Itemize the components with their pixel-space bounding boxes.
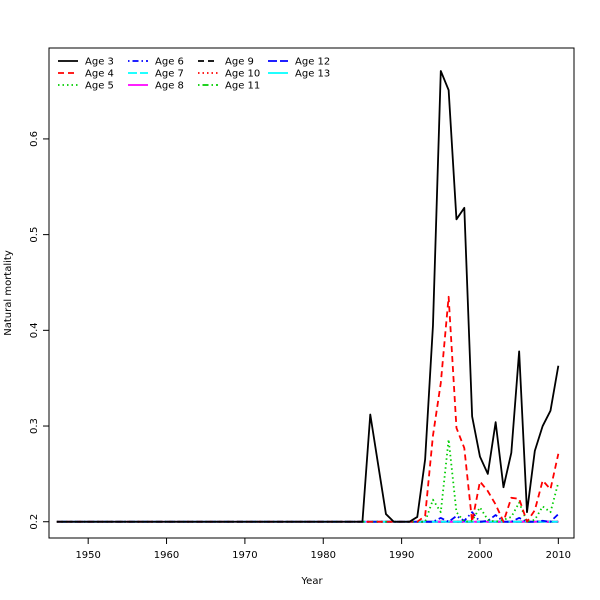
y-axis: 0.2 0.3 0.4 0.5 0.6 xyxy=(29,131,49,530)
legend-item-age-3: Age 3 xyxy=(58,57,114,68)
series-line-age-4 xyxy=(56,295,560,523)
legend-item-age-9: Age 9 xyxy=(198,57,254,68)
x-axis-title: Year xyxy=(300,576,323,587)
legend-item-age-7: Age 7 xyxy=(128,69,184,80)
plot-frame xyxy=(48,47,575,539)
series-line-age-6 xyxy=(56,511,559,523)
legend-item-age-6: Age 6 xyxy=(128,57,184,68)
legend-label: Age 13 xyxy=(295,69,330,80)
legend-item-age-13: Age 13 xyxy=(268,69,330,80)
y-tick-label: 0.4 xyxy=(29,322,40,338)
x-tick-label: 1990 xyxy=(389,550,414,561)
x-tick-label: 2010 xyxy=(546,550,571,561)
x-axis: 1950 1960 1970 1980 1990 2000 2010 xyxy=(75,538,571,561)
legend-label: Age 6 xyxy=(155,57,184,68)
legend-label: Age 4 xyxy=(85,69,114,80)
legend-label: Age 9 xyxy=(225,57,254,68)
y-axis-title: Natural mortality xyxy=(3,250,14,336)
legend-label: Age 10 xyxy=(225,69,260,80)
legend-item-age-11: Age 11 xyxy=(198,81,260,92)
y-tick-label: 0.2 xyxy=(29,514,40,530)
y-tick-label: 0.3 xyxy=(29,418,40,434)
x-tick-label: 1960 xyxy=(154,550,179,561)
legend-item-age-8: Age 8 xyxy=(128,81,184,92)
x-tick-label: 1970 xyxy=(232,550,257,561)
legend-label: Age 5 xyxy=(85,81,114,92)
legend-label: Age 11 xyxy=(225,81,260,92)
legend-item-age-12: Age 12 xyxy=(268,57,330,68)
y-tick-label: 0.6 xyxy=(29,131,40,147)
legend-item-age-4: Age 4 xyxy=(58,69,114,80)
x-tick-label: 1980 xyxy=(311,550,336,561)
legend-label: Age 7 xyxy=(155,69,184,80)
x-tick-label: 2000 xyxy=(467,550,492,561)
series-line-age-5 xyxy=(56,438,560,523)
series-line-age-3 xyxy=(56,70,560,523)
legend-label: Age 8 xyxy=(155,81,184,92)
series-layer xyxy=(56,70,560,523)
legend-label: Age 3 xyxy=(85,57,114,68)
legend-item-age-10: Age 10 xyxy=(198,69,260,80)
legend-label: Age 12 xyxy=(295,57,330,68)
x-tick-label: 1950 xyxy=(75,550,100,561)
y-tick-label: 0.5 xyxy=(29,227,40,243)
legend-item-age-5: Age 5 xyxy=(58,81,114,92)
